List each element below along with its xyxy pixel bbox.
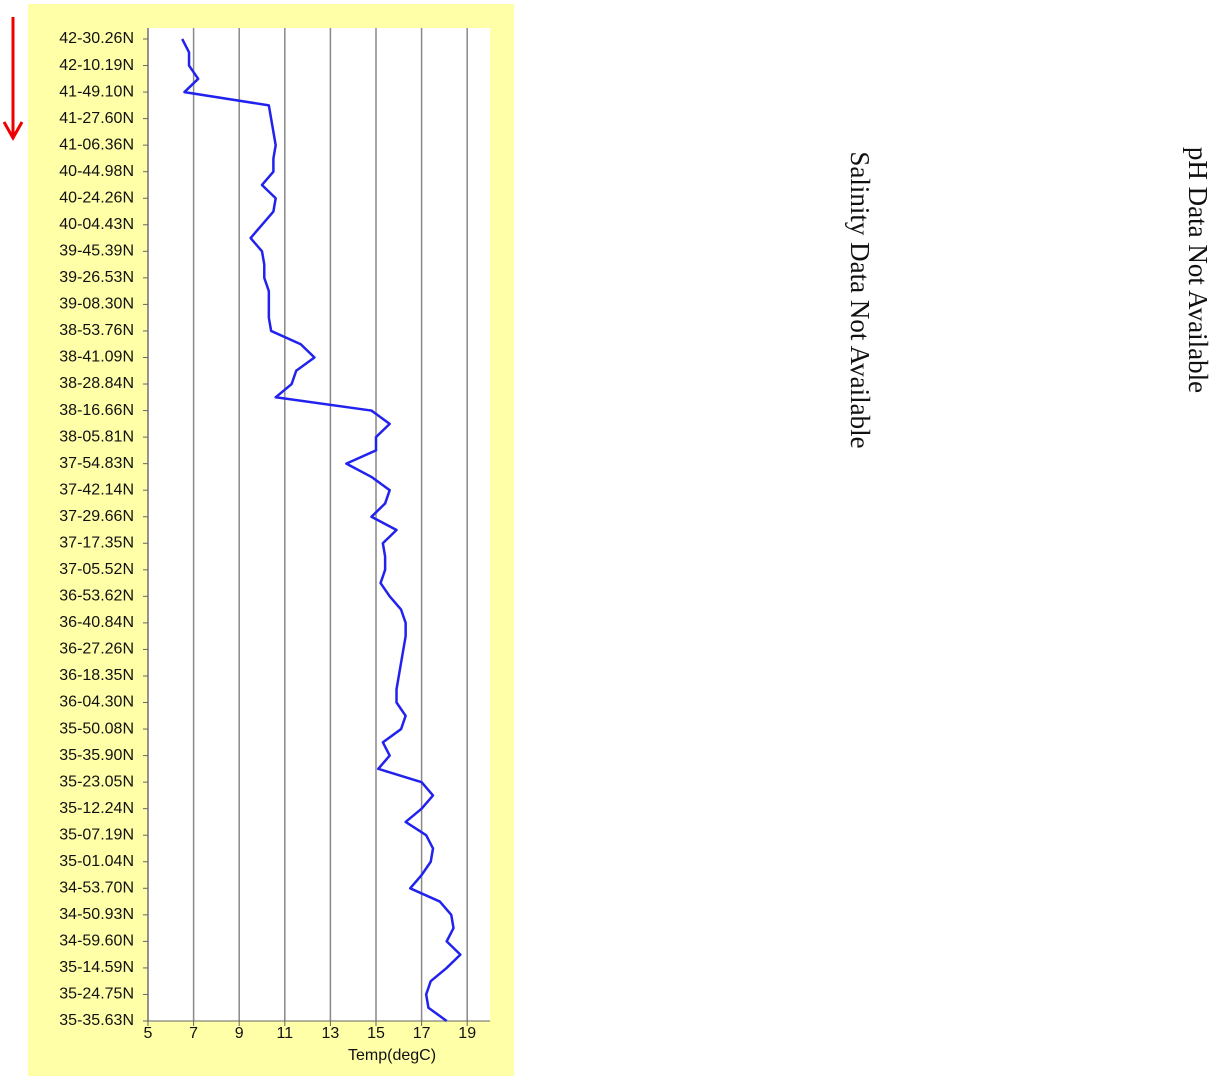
y-tick-label: 36-27.26N [59,641,134,658]
y-tick-label: 41-06.36N [59,136,134,153]
x-tick-label: 13 [322,1025,340,1042]
y-tick-label: 35-14.59N [59,959,134,976]
y-tick-label: 35-23.05N [59,773,134,790]
y-tick-label: 37-54.83N [59,455,134,472]
y-tick-label: 40-04.43N [59,216,134,233]
direction-arrow-head [2,121,24,142]
y-tick-label: 35-07.19N [59,826,134,843]
y-tick-label: 39-45.39N [59,243,134,260]
y-tick-label: 42-10.19N [59,57,134,74]
y-tick-label: 37-29.66N [59,508,134,525]
y-tick-label: 34-53.70N [59,880,134,897]
y-tick-label: 37-17.35N [59,534,134,551]
y-tick-label: 36-18.35N [59,667,134,684]
y-tick-label: 35-50.08N [59,720,134,737]
y-tick-label: 38-05.81N [59,428,134,445]
y-tick-label: 41-49.10N [59,83,134,100]
x-axis-label: Temp(degC) [348,1047,436,1064]
temperature-line [181,38,462,1023]
x-tick-label: 17 [413,1025,431,1042]
y-tick-label: 36-40.84N [59,614,134,631]
y-tick-label: 39-08.30N [59,296,134,313]
y-tick-label: 35-12.24N [59,800,134,817]
x-tick-label: 5 [144,1025,153,1042]
y-tick-label: 38-16.66N [59,402,134,419]
y-tick-label: 37-05.52N [59,561,134,578]
y-tick-label: 42-30.26N [59,30,134,47]
y-tick-label: 36-53.62N [59,588,134,605]
y-tick-label: 37-42.14N [59,481,134,498]
x-tick-label: 11 [276,1025,293,1042]
y-tick-label: 38-28.84N [59,375,134,392]
y-tick-label: 39-26.53N [59,269,134,286]
y-tick-label: 35-35.90N [59,747,134,764]
y-tick-label: 34-50.93N [59,906,134,923]
y-tick-label: 36-04.30N [59,694,134,711]
plot-area [148,28,490,1021]
y-tick-label: 34-59.60N [59,933,134,950]
y-tick-label: 35-24.75N [59,986,134,1003]
salinity-note: Salinity Data Not Available [845,151,875,448]
y-tick-label: 35-35.63N [59,1012,134,1029]
y-tick-label: 40-24.26N [59,189,134,206]
x-tick-label: 7 [189,1025,198,1042]
y-tick-label: 40-44.98N [59,163,134,180]
y-tick-label: 41-27.60N [59,110,134,127]
x-tick-label: 19 [458,1025,476,1042]
x-tick-label: 9 [235,1025,244,1042]
x-tick-label: 15 [367,1025,385,1042]
ph-note: pH Data Not Available [1183,147,1213,393]
y-tick-label: 35-01.04N [59,853,134,870]
y-tick-label: 38-41.09N [59,349,134,366]
y-tick-label: 38-53.76N [59,322,134,339]
